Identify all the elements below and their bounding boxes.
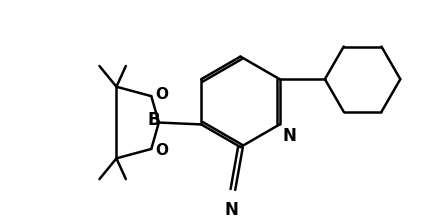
Text: O: O xyxy=(155,87,168,102)
Text: O: O xyxy=(155,143,168,158)
Text: B: B xyxy=(148,111,160,129)
Text: N: N xyxy=(283,127,296,145)
Text: N: N xyxy=(224,201,238,219)
